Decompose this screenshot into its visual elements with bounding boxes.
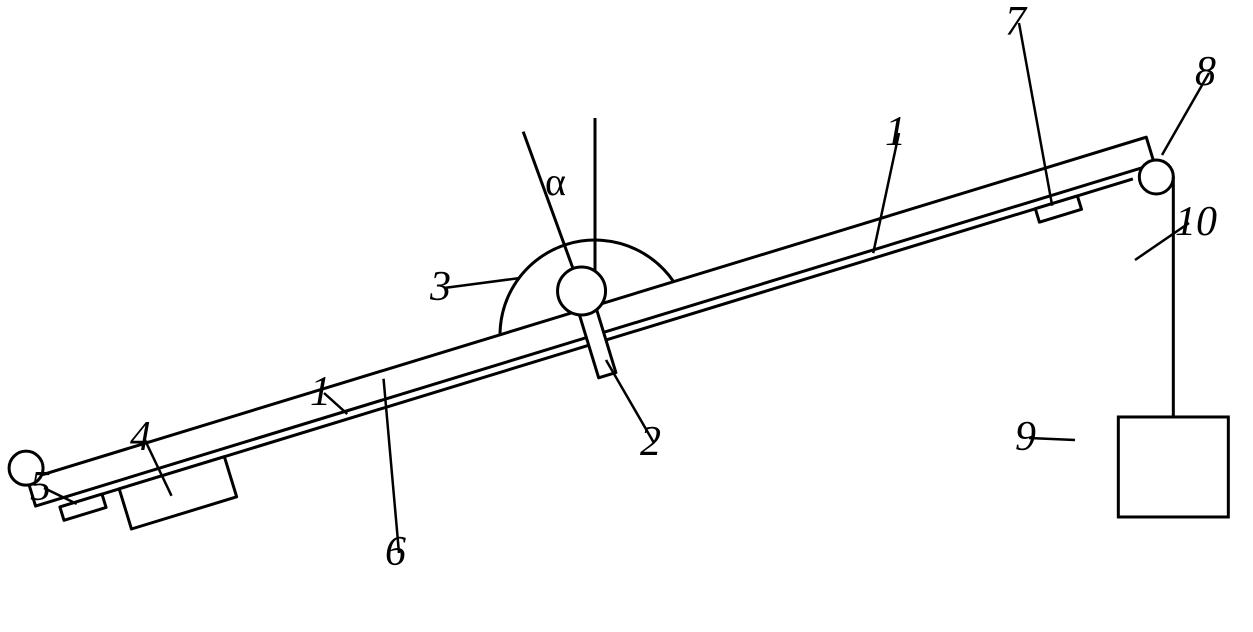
label-n4: 4 <box>130 414 151 460</box>
pulley-right <box>1139 160 1173 194</box>
label-n1a: 1 <box>310 369 331 415</box>
label-n5: 5 <box>30 464 51 510</box>
label-alpha: α <box>545 159 566 204</box>
pivot-support <box>558 267 606 315</box>
label-n7: 7 <box>1005 0 1028 45</box>
hanging-weight <box>1118 417 1228 517</box>
label-n8: 8 <box>1195 49 1216 95</box>
leader-n2 <box>606 360 654 443</box>
label-n6: 6 <box>385 529 406 575</box>
leader-n8 <box>1162 73 1209 155</box>
leader-n3 <box>444 278 520 288</box>
label-n10: 10 <box>1175 199 1217 245</box>
